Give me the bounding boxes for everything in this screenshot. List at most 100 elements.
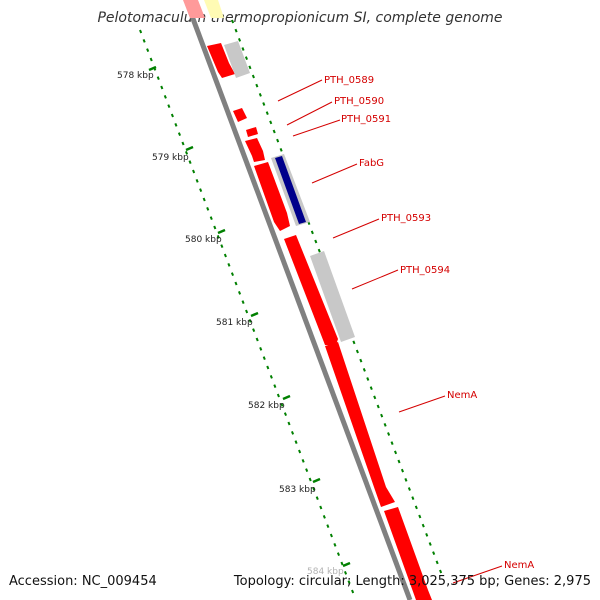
track-dot	[298, 449, 302, 454]
gene-features	[183, 0, 432, 600]
track-dot	[199, 188, 203, 193]
leader-line	[351, 269, 399, 290]
leader-line	[398, 395, 446, 413]
track-dot	[376, 404, 380, 409]
track-dot	[347, 580, 351, 585]
track-dot	[220, 244, 224, 249]
track-dot	[276, 393, 280, 398]
tick-tracks	[139, 19, 443, 594]
gene-label: PTH_0594	[400, 265, 450, 276]
track-dot	[383, 422, 387, 427]
major-tick	[282, 394, 291, 401]
track-dot	[244, 56, 248, 61]
track-dot	[223, 253, 227, 258]
track-dot	[156, 76, 160, 81]
track-dot	[314, 239, 318, 244]
track-dot	[344, 570, 348, 575]
track-dot	[265, 111, 269, 116]
track-dot	[181, 141, 185, 146]
major-tick	[250, 311, 259, 318]
gene-feature	[384, 507, 432, 600]
track-dot	[352, 340, 356, 345]
gene-feature	[183, 0, 205, 18]
track-dot	[255, 337, 259, 342]
gene-feature	[204, 0, 224, 18]
track-dot	[428, 542, 432, 546]
track-dot	[266, 365, 270, 370]
track-dot	[421, 523, 425, 528]
track-dot	[439, 569, 443, 574]
gene-feature	[245, 138, 265, 162]
track-dot	[262, 356, 266, 361]
track-dot	[234, 28, 238, 33]
gene-feature	[254, 162, 290, 231]
gene-feature	[246, 127, 258, 137]
kbp-label: 579 kbp	[152, 153, 189, 163]
track-dot	[336, 552, 340, 557]
track-dot	[258, 92, 262, 97]
track-dot	[206, 206, 210, 211]
track-dot	[269, 120, 273, 125]
topology-summary: Topology: circular; Length: 3,025,375 bp…	[233, 574, 591, 589]
track-dot	[380, 413, 384, 418]
track-dot	[351, 589, 355, 594]
gene-feature	[310, 251, 355, 342]
track-dot	[291, 430, 295, 435]
track-dot	[276, 138, 280, 143]
track-dot	[238, 37, 242, 42]
track-dot	[163, 94, 167, 99]
kbp-label: 581 kbp	[216, 318, 253, 328]
track-dot	[319, 505, 323, 510]
kbp-label: 583 kbp	[279, 485, 316, 495]
major-tick	[185, 145, 194, 152]
major-tick	[312, 477, 321, 484]
label-leaders	[277, 79, 503, 584]
track-dot	[146, 48, 150, 53]
gene-feature	[284, 235, 338, 345]
track-dot	[262, 102, 266, 106]
kbp-label: 582 kbp	[248, 401, 285, 411]
track-dot	[213, 225, 217, 230]
track-dot	[230, 272, 234, 277]
track-dot	[411, 496, 415, 501]
track-dot	[308, 477, 312, 482]
major-tick	[148, 65, 157, 72]
leader-line	[332, 218, 380, 239]
track-dot	[315, 496, 319, 501]
track-dot	[305, 468, 309, 473]
gene-label: PTH_0591	[341, 114, 391, 125]
track-dot	[185, 150, 189, 155]
track-dot	[248, 318, 252, 323]
track-dot	[373, 395, 377, 400]
gene-feature	[325, 342, 395, 507]
track-dot	[273, 384, 277, 389]
track-dot	[435, 560, 439, 565]
major-tick	[217, 228, 226, 235]
track-dot	[326, 524, 330, 529]
gene-label: PTH_0590	[334, 96, 384, 107]
track-dot	[362, 367, 366, 372]
track-dot	[216, 234, 220, 239]
track-dot	[269, 374, 273, 379]
track-dot	[432, 551, 436, 556]
leader-line	[292, 119, 341, 137]
gene-label: PTH_0589	[324, 75, 374, 86]
track-dot	[414, 505, 418, 510]
track-dot	[404, 477, 408, 482]
gene-feature	[275, 156, 306, 224]
track-dot	[245, 309, 249, 314]
track-dot	[255, 83, 259, 88]
track-dot	[248, 65, 252, 70]
track-dot	[329, 533, 333, 538]
backbone-line	[183, 0, 413, 600]
track-dot	[287, 421, 291, 426]
track-dot	[160, 85, 164, 90]
track-dot	[333, 542, 337, 547]
leader-line	[277, 79, 323, 102]
gene-label: FabG	[359, 158, 384, 169]
track-dot	[149, 57, 153, 62]
track-dot	[177, 132, 181, 137]
track-dot	[139, 29, 143, 34]
track-dot	[418, 514, 422, 519]
